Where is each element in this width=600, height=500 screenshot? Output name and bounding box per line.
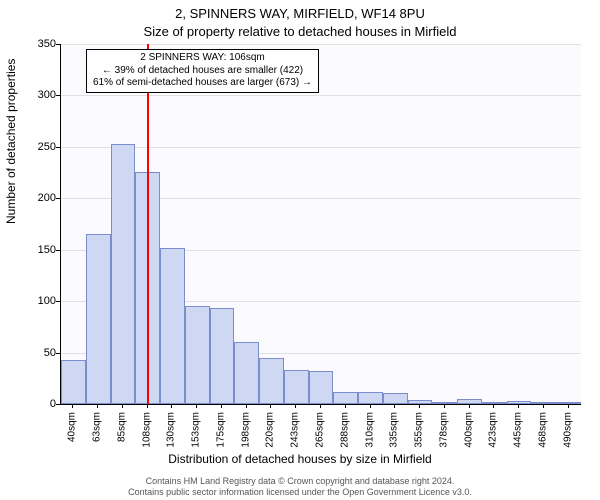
ytick-label: 300 bbox=[16, 89, 56, 101]
xtick-mark bbox=[444, 404, 445, 408]
xtick-label: 265sqm bbox=[315, 412, 326, 448]
histogram-bar bbox=[234, 342, 259, 404]
xtick-mark bbox=[469, 404, 470, 408]
xtick-label: 468sqm bbox=[537, 412, 548, 448]
gridline bbox=[61, 44, 581, 45]
xtick-label: 243sqm bbox=[290, 412, 301, 448]
annotation-line: 2 SPINNERS WAY: 106sqm bbox=[93, 52, 312, 65]
xtick-label: 153sqm bbox=[191, 412, 202, 448]
ytick-mark bbox=[56, 147, 60, 148]
xtick-label: 490sqm bbox=[562, 412, 573, 448]
histogram-bar bbox=[309, 371, 334, 404]
footer-line1: Contains HM Land Registry data © Crown c… bbox=[0, 476, 600, 487]
histogram-bar bbox=[259, 358, 284, 404]
xtick-mark bbox=[97, 404, 98, 408]
xtick-mark bbox=[568, 404, 569, 408]
xtick-label: 130sqm bbox=[166, 412, 177, 448]
xtick-label: 175sqm bbox=[215, 412, 226, 448]
histogram-bar bbox=[61, 360, 86, 404]
xtick-label: 310sqm bbox=[364, 412, 375, 448]
histogram-bar bbox=[210, 308, 235, 404]
histogram-bar bbox=[185, 306, 210, 404]
xtick-label: 85sqm bbox=[116, 412, 127, 442]
chart-annotation-box: 2 SPINNERS WAY: 106sqm← 39% of detached … bbox=[86, 49, 319, 93]
xtick-mark bbox=[345, 404, 346, 408]
reference-line bbox=[147, 44, 149, 404]
xtick-label: 108sqm bbox=[141, 412, 152, 448]
histogram-bar bbox=[358, 392, 383, 404]
xtick-label: 63sqm bbox=[92, 412, 103, 442]
chart-title-line2: Size of property relative to detached ho… bbox=[0, 24, 600, 39]
xtick-label: 198sqm bbox=[240, 412, 251, 448]
histogram-bar bbox=[333, 392, 358, 404]
xtick-mark bbox=[518, 404, 519, 408]
ytick-label: 100 bbox=[16, 295, 56, 307]
ytick-mark bbox=[56, 353, 60, 354]
xtick-mark bbox=[122, 404, 123, 408]
ytick-mark bbox=[56, 250, 60, 251]
chart-footer: Contains HM Land Registry data © Crown c… bbox=[0, 476, 600, 498]
histogram-bar bbox=[432, 402, 457, 404]
xtick-mark bbox=[196, 404, 197, 408]
xtick-label: 378sqm bbox=[438, 412, 449, 448]
x-axis-label: Distribution of detached houses by size … bbox=[0, 452, 600, 466]
xtick-mark bbox=[72, 404, 73, 408]
ytick-label: 50 bbox=[16, 347, 56, 359]
xtick-label: 400sqm bbox=[463, 412, 474, 448]
histogram-bar bbox=[383, 393, 408, 404]
xtick-mark bbox=[419, 404, 420, 408]
ytick-label: 0 bbox=[16, 398, 56, 410]
annotation-line: 61% of semi-detached houses are larger (… bbox=[93, 77, 312, 90]
gridline bbox=[61, 95, 581, 96]
ytick-mark bbox=[56, 198, 60, 199]
ytick-mark bbox=[56, 95, 60, 96]
histogram-bar bbox=[86, 234, 111, 404]
ytick-mark bbox=[56, 44, 60, 45]
xtick-label: 445sqm bbox=[513, 412, 524, 448]
histogram-bar bbox=[111, 144, 136, 404]
histogram-bar bbox=[284, 370, 309, 404]
xtick-mark bbox=[370, 404, 371, 408]
xtick-mark bbox=[493, 404, 494, 408]
histogram-bar bbox=[160, 248, 185, 404]
ytick-label: 200 bbox=[16, 192, 56, 204]
chart-plot-area bbox=[60, 44, 581, 405]
annotation-line: ← 39% of detached houses are smaller (42… bbox=[93, 65, 312, 78]
xtick-mark bbox=[246, 404, 247, 408]
xtick-label: 40sqm bbox=[67, 412, 78, 442]
histogram-bar bbox=[457, 399, 482, 404]
xtick-label: 220sqm bbox=[265, 412, 276, 448]
ytick-label: 250 bbox=[16, 141, 56, 153]
xtick-mark bbox=[295, 404, 296, 408]
xtick-mark bbox=[320, 404, 321, 408]
xtick-label: 288sqm bbox=[339, 412, 350, 448]
ytick-label: 150 bbox=[16, 244, 56, 256]
gridline bbox=[61, 147, 581, 148]
xtick-label: 335sqm bbox=[389, 412, 400, 448]
xtick-mark bbox=[221, 404, 222, 408]
xtick-mark bbox=[270, 404, 271, 408]
xtick-label: 423sqm bbox=[488, 412, 499, 448]
footer-line2: Contains public sector information licen… bbox=[0, 487, 600, 498]
ytick-label: 350 bbox=[16, 38, 56, 50]
histogram-bar bbox=[556, 402, 581, 404]
ytick-mark bbox=[56, 404, 60, 405]
ytick-mark bbox=[56, 301, 60, 302]
xtick-mark bbox=[394, 404, 395, 408]
xtick-mark bbox=[171, 404, 172, 408]
histogram-bar bbox=[531, 402, 556, 404]
xtick-mark bbox=[147, 404, 148, 408]
chart-title-line1: 2, SPINNERS WAY, MIRFIELD, WF14 8PU bbox=[0, 6, 600, 21]
xtick-mark bbox=[543, 404, 544, 408]
xtick-label: 355sqm bbox=[414, 412, 425, 448]
